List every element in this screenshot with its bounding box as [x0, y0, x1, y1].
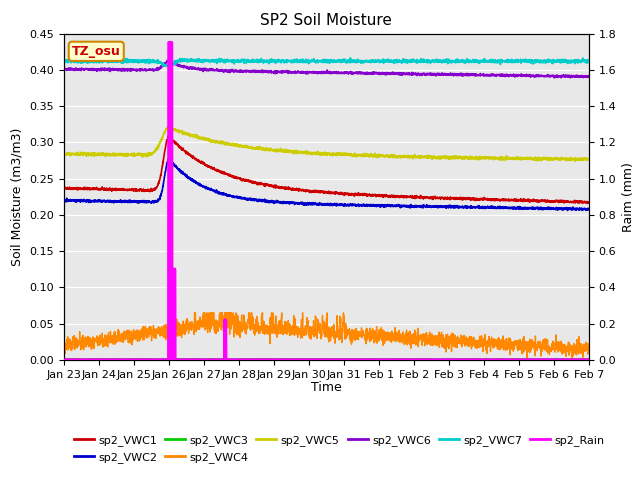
Y-axis label: Raim (mm): Raim (mm)	[622, 162, 635, 232]
Title: SP2 Soil Moisture: SP2 Soil Moisture	[260, 13, 392, 28]
Text: TZ_osu: TZ_osu	[72, 45, 120, 58]
X-axis label: Time: Time	[311, 381, 342, 394]
Y-axis label: Soil Moisture (m3/m3): Soil Moisture (m3/m3)	[11, 128, 24, 266]
Legend: sp2_VWC1, sp2_VWC2, sp2_VWC3, sp2_VWC4, sp2_VWC5, sp2_VWC6, sp2_VWC7, sp2_Rain: sp2_VWC1, sp2_VWC2, sp2_VWC3, sp2_VWC4, …	[70, 431, 609, 467]
